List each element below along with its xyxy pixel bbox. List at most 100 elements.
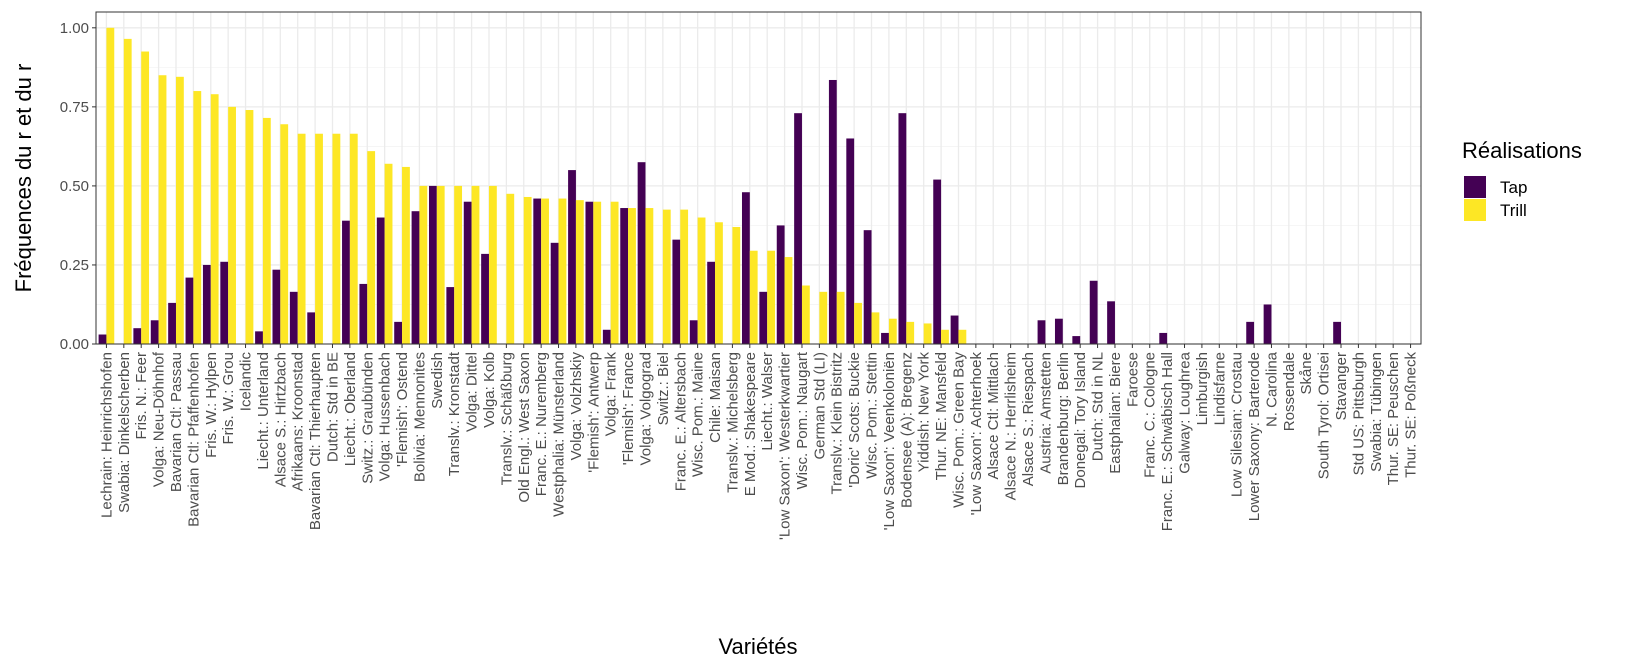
x-tick-label: Bodensee (A): Bregenz xyxy=(898,352,915,508)
bar-tap xyxy=(376,217,385,344)
bar-tap xyxy=(1054,318,1063,344)
x-tick-label: Wisc. Pom.: Stettin xyxy=(864,352,881,479)
bar-trill xyxy=(732,227,741,344)
x-tick-label: Low Silesian: Crostau xyxy=(1229,352,1246,497)
bar-tap xyxy=(394,321,403,344)
bar-trill xyxy=(245,110,254,345)
x-tick-label: Translv.: Schäßburg xyxy=(498,352,515,485)
legend: Réalisations Tap Trill xyxy=(1462,138,1582,221)
x-tick-label: 'Low Saxon': Achterhoek xyxy=(968,352,985,516)
bar-trill xyxy=(506,193,515,344)
bar-trill xyxy=(575,200,584,344)
bar-trill xyxy=(941,329,949,344)
x-tick-label: Thur. SE: Poßneck xyxy=(1403,352,1420,478)
bar-trill xyxy=(836,291,845,344)
bar-tap xyxy=(950,315,959,344)
y-tick-label: 0.00 xyxy=(60,336,89,353)
x-tick-label: Volga: Frank xyxy=(603,352,620,437)
bar-tap xyxy=(185,277,194,344)
x-tick-label: Bavarian Ctl: Pfaffenhofen xyxy=(185,352,202,527)
x-tick-label: Dutch: Std in BE xyxy=(324,352,341,462)
x-tick-label: Limburgish xyxy=(1194,352,1211,425)
x-tick-label: Thur. SE: Peuschen xyxy=(1385,352,1402,485)
x-tick-label: 'Flemish': Ostend xyxy=(394,352,411,467)
x-tick-label: Alsace N.: Herrlisheim xyxy=(1003,352,1020,500)
bar-tap xyxy=(307,312,316,344)
legend-label-tap: Tap xyxy=(1500,178,1527,197)
x-tick-label: Alsace S.: Riespach xyxy=(1020,352,1037,486)
bar-tap xyxy=(794,113,802,344)
bar-trill xyxy=(749,250,758,344)
bar-tap xyxy=(446,287,455,344)
bar-trill xyxy=(332,133,341,344)
x-tick-label: Wisc. Pom.: Green Bay xyxy=(950,352,967,508)
bar-trill xyxy=(784,257,793,344)
bar-trill xyxy=(158,75,167,344)
legend-key-trill xyxy=(1464,199,1486,221)
x-tick-label: 'Low Saxon': Veenkoloniën xyxy=(881,352,898,530)
bar-tap xyxy=(898,113,907,344)
y-tick-label: 0.75 xyxy=(60,99,89,116)
bar-trill xyxy=(645,208,654,344)
bar-trill xyxy=(419,185,428,344)
x-tick-label: German Std (LI) xyxy=(811,352,828,460)
bar-tap xyxy=(168,302,176,344)
bar-trill xyxy=(402,166,410,344)
x-tick-label: Wisc. Pom.: Maine xyxy=(690,352,707,477)
x-tick-label: Swabia: Dinkelscherben xyxy=(116,352,133,513)
y-tick-label: 1.00 xyxy=(60,20,89,37)
bar-tap xyxy=(1159,332,1168,344)
x-tick-label: Brandenburg: Berlin xyxy=(1055,352,1072,485)
x-tick-label: Std US: Pittsburgh xyxy=(1350,352,1367,475)
x-tick-label: Translv.: Kronstadt xyxy=(446,351,463,476)
bar-tap xyxy=(1037,320,1046,344)
x-tick-label: 'Flemish': Antwerp xyxy=(585,352,602,473)
bar-trill xyxy=(662,209,671,344)
x-tick-label: Icelandic xyxy=(238,352,255,412)
x-tick-label: Volga: Volgograd xyxy=(637,352,654,465)
bar-trill xyxy=(106,27,115,345)
bar-trill xyxy=(541,198,549,344)
bar-tap xyxy=(828,79,837,344)
bar-trill xyxy=(471,185,480,344)
bar-trill xyxy=(558,198,567,344)
bar-tap xyxy=(1107,301,1115,344)
bar-trill xyxy=(193,91,202,344)
x-tick-label: Franc. E.: Altersbach xyxy=(672,352,689,491)
y-axis-title: Fréquences du r et du r xyxy=(11,64,36,293)
bar-trill xyxy=(175,76,184,345)
x-tick-label: Volga: Kolb xyxy=(481,352,498,428)
legend-key-tap xyxy=(1464,176,1486,198)
x-tick-label: Austria: Amstetten xyxy=(1037,352,1054,474)
x-tick-label: Franc. E.: Nuremberg xyxy=(533,352,550,496)
x-tick-label: Eastphalian: Biere xyxy=(1107,352,1124,474)
bar-tap xyxy=(1333,321,1342,344)
x-tick-label: Fris. W.: Grou xyxy=(220,352,237,445)
x-tick-label: Translv.: Michelsberg xyxy=(724,352,741,493)
bar-trill xyxy=(367,151,376,344)
bar-tap xyxy=(741,192,750,344)
bar-trill xyxy=(958,329,967,344)
x-tick-label: Rossendale xyxy=(1281,352,1298,431)
bar-trill xyxy=(523,196,532,344)
x-tick-label: 'Flemish': France xyxy=(620,352,637,465)
x-tick-label: Translv.: Klein Bistritz xyxy=(829,352,846,495)
bar-trill xyxy=(384,163,393,344)
bar-tap xyxy=(672,239,681,344)
x-tick-label: Volga: Hussenbach xyxy=(377,352,394,481)
bar-trill xyxy=(593,201,602,344)
bar-trill xyxy=(715,222,723,344)
bar-trill xyxy=(854,302,862,344)
x-tick-label: Liecht.: Oberland xyxy=(342,352,359,466)
bar-trill xyxy=(488,185,497,344)
bar-trill xyxy=(906,321,915,344)
x-tick-label: Alsace S.: Hirtzbach xyxy=(272,352,289,487)
y-tick-label: 0.25 xyxy=(60,257,89,274)
bars xyxy=(98,27,1342,345)
x-tick-label: Old Engl.: West Saxon xyxy=(516,352,533,503)
bar-tap xyxy=(133,328,142,344)
bar-tap xyxy=(255,331,263,344)
panel-border xyxy=(95,11,1422,345)
bar-trill xyxy=(454,185,463,344)
